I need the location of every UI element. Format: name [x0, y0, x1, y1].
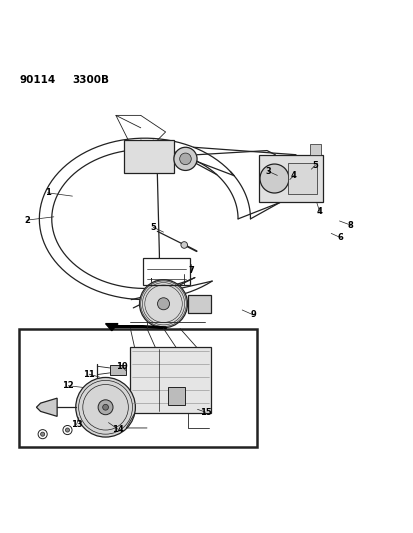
FancyBboxPatch shape: [287, 163, 316, 194]
Circle shape: [63, 425, 72, 434]
Text: 6: 6: [337, 233, 342, 242]
Text: 1: 1: [45, 188, 50, 197]
Text: 3300B: 3300B: [72, 75, 109, 85]
Circle shape: [38, 430, 47, 439]
Polygon shape: [36, 398, 57, 416]
Text: 13: 13: [71, 420, 82, 429]
Circle shape: [173, 147, 197, 171]
Circle shape: [259, 164, 288, 193]
Bar: [19, 329, 256, 447]
Text: 7: 7: [188, 266, 194, 275]
Text: 14: 14: [112, 425, 123, 434]
Text: 2: 2: [24, 216, 30, 224]
Text: 5: 5: [312, 160, 318, 169]
Polygon shape: [105, 324, 118, 330]
FancyBboxPatch shape: [130, 347, 211, 414]
Circle shape: [65, 428, 69, 432]
Text: 10: 10: [116, 362, 128, 371]
Text: 4: 4: [316, 207, 322, 216]
Text: 3: 3: [265, 167, 271, 176]
Circle shape: [179, 153, 191, 165]
Text: 9: 9: [250, 310, 256, 319]
Circle shape: [98, 400, 113, 415]
Text: 12: 12: [62, 381, 74, 390]
Text: 90114: 90114: [20, 75, 56, 85]
Circle shape: [139, 280, 187, 328]
Text: 4: 4: [290, 171, 296, 180]
Circle shape: [180, 241, 187, 248]
FancyBboxPatch shape: [167, 386, 185, 405]
Circle shape: [102, 405, 108, 410]
Bar: [142, 258, 190, 285]
Text: 5: 5: [150, 223, 156, 232]
Text: 11: 11: [83, 370, 95, 378]
FancyBboxPatch shape: [310, 144, 320, 155]
Text: 15: 15: [199, 408, 211, 417]
FancyBboxPatch shape: [124, 140, 173, 173]
FancyBboxPatch shape: [258, 155, 322, 203]
Circle shape: [76, 377, 135, 437]
Circle shape: [40, 432, 45, 436]
Circle shape: [157, 298, 169, 310]
FancyBboxPatch shape: [109, 366, 126, 375]
FancyBboxPatch shape: [188, 295, 211, 313]
Text: 8: 8: [347, 221, 353, 230]
